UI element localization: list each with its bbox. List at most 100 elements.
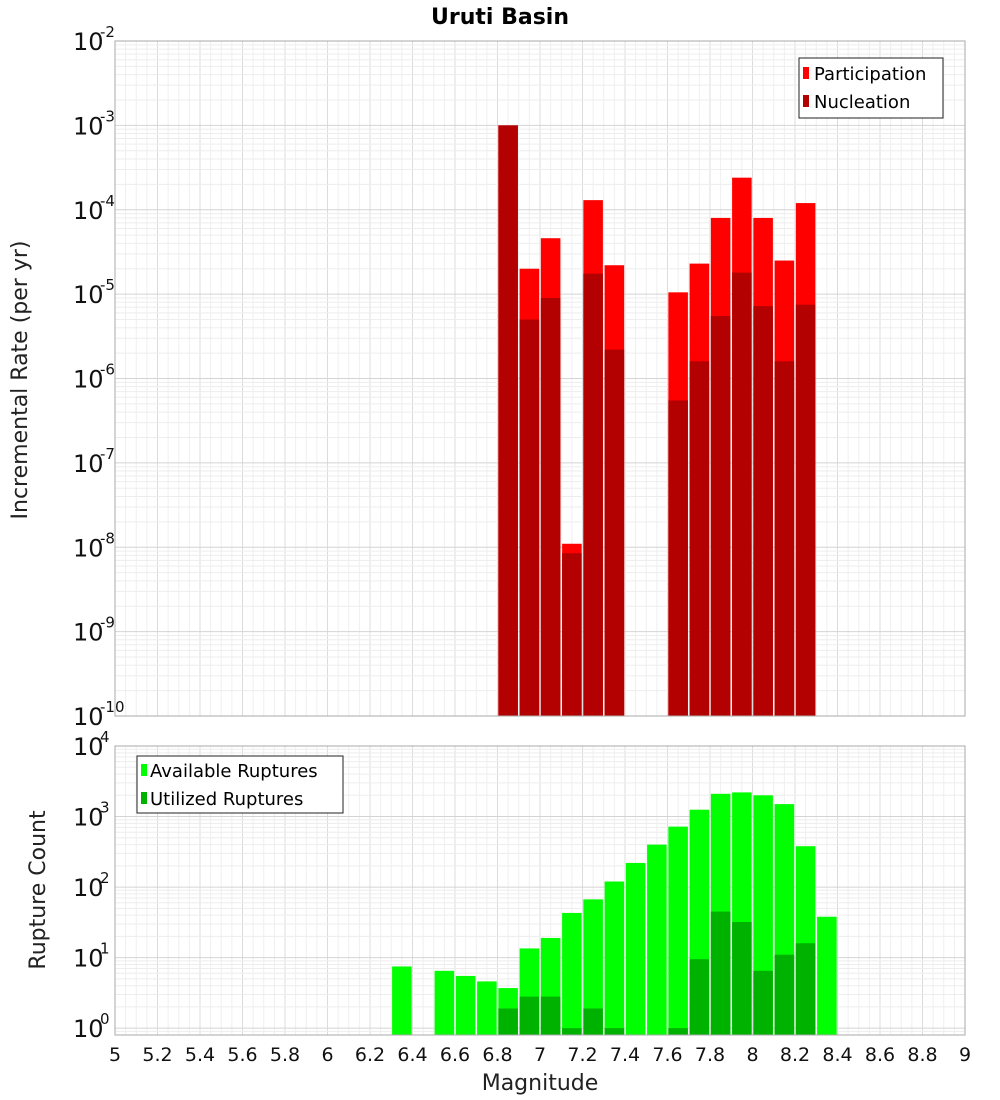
participation-swatch (803, 67, 809, 79)
available-ruptures-bar (604, 881, 625, 1035)
x-tick-label: 7 (534, 1044, 546, 1066)
utilized-ruptures-bar (710, 911, 731, 1035)
x-tick-label: 6.6 (440, 1044, 470, 1066)
x-tick-label: 5.4 (185, 1044, 215, 1066)
y-tick-label: 10 (73, 281, 104, 309)
top-legend-box (798, 57, 944, 119)
x-tick-label: 6.2 (355, 1044, 385, 1066)
y-tick-label: 10 (73, 197, 104, 225)
utilized-ruptures-bar (668, 1028, 688, 1035)
utilized-ruptures-bar (689, 959, 710, 1035)
x-tick-label: 6.8 (482, 1044, 512, 1066)
plot-frame (114, 745, 966, 1036)
utilized-ruptures-bar (562, 1028, 582, 1035)
nucleation-bar (604, 349, 625, 716)
available-ruptures-bar (434, 970, 455, 1035)
top-legend: Participation Nucleation (798, 57, 944, 119)
utilized-ruptures-bar (732, 921, 752, 1035)
y-tick-exponent: 0 (100, 1010, 110, 1028)
x-tick-label: 5.8 (270, 1044, 300, 1066)
x-axis-label: Magnitude (482, 1071, 599, 1096)
utilized-ruptures-swatch (141, 792, 147, 804)
y-tick-exponent: -5 (100, 276, 115, 294)
x-tick-label: 5.6 (227, 1044, 257, 1066)
utilized-ruptures-bar (795, 943, 816, 1035)
y-tick-label: 10 (73, 874, 104, 902)
utilized-ruptures-bar (519, 996, 540, 1035)
y-tick-label: 10 (73, 703, 104, 731)
y-tick-label: 10 (73, 534, 104, 562)
participation-legend-label: Participation (814, 64, 926, 85)
y-tick-exponent: 1 (100, 940, 110, 958)
nucleation-bar (710, 316, 731, 716)
x-tick-label: 7.4 (610, 1044, 640, 1066)
x-tick-label: 7.2 (567, 1044, 597, 1066)
available-ruptures-bar (455, 975, 476, 1035)
available-ruptures-bar (817, 916, 837, 1035)
y-tick-exponent: -8 (100, 529, 115, 547)
nucleation-legend-label: Nucleation (814, 92, 910, 113)
nucleation-bar (753, 306, 773, 716)
x-tick-label: 8.8 (907, 1044, 937, 1066)
x-tick-label: 7.6 (652, 1044, 682, 1066)
y-tick-label: 10 (73, 28, 104, 56)
available-ruptures-bar (477, 981, 497, 1035)
utilized-ruptures-bar (583, 1008, 603, 1035)
x-tick-label: 8.2 (780, 1044, 810, 1066)
x-tick-label: 9 (959, 1044, 971, 1066)
y-tick-exponent: 3 (100, 799, 110, 817)
nucleation-bar (540, 297, 561, 716)
y-tick-exponent: -9 (100, 614, 115, 632)
available-ruptures-legend-label: Available Ruptures (150, 761, 318, 782)
y-tick-exponent: 2 (100, 869, 110, 887)
utilized-ruptures-legend-label: Utilized Ruptures (150, 789, 303, 810)
available-ruptures-bar (583, 899, 603, 1035)
available-ruptures-swatch (141, 764, 147, 776)
nucleation-bar (774, 361, 795, 716)
nucleation-bar (689, 361, 710, 716)
y-tick-label: 10 (73, 366, 104, 394)
x-tick-label: 7.8 (695, 1044, 725, 1066)
y-tick-exponent: -2 (100, 23, 115, 41)
chart-title: Uruti Basin (431, 5, 569, 30)
x-tick-label: 6 (321, 1044, 333, 1066)
bottom-legend-box (136, 755, 344, 814)
y-tick-exponent: -3 (100, 107, 115, 125)
utilized-ruptures-bar (498, 1008, 518, 1035)
utilized-ruptures-bar (604, 1028, 625, 1035)
utilized-ruptures-bar (540, 996, 561, 1035)
nucleation-bar (583, 273, 603, 716)
nucleation-bar (562, 553, 582, 716)
y-tick-label: 10 (73, 619, 104, 647)
available-ruptures-bar (562, 912, 582, 1035)
nucleation-bar (668, 400, 688, 716)
y-tick-exponent: -7 (100, 445, 115, 463)
nucleation-bar (498, 125, 518, 716)
x-tick-label: 5 (109, 1044, 121, 1066)
nucleation-swatch (803, 95, 809, 107)
nucleation-bar (795, 304, 816, 716)
y-tick-label: 10 (73, 945, 104, 973)
y-tick-exponent: -10 (100, 698, 125, 716)
y-tick-label: 10 (73, 112, 104, 140)
x-tick-labels: 5 5.2 5.4 5.6 5.8 6 6.2 6.4 6.6 6.8 7 7.2 7.4 7.6 7.8 8… (109, 1044, 971, 1066)
y-tick-exponent: -6 (100, 361, 115, 379)
y-tick-exponent: 4 (100, 728, 110, 746)
y-tick-label: 10 (73, 1015, 104, 1043)
available-ruptures-bar (668, 826, 688, 1035)
y-tick-exponent: -4 (100, 192, 115, 210)
top-y-axis-label: Incremental Rate (per yr) (8, 241, 33, 520)
y-tick-label: 10 (73, 450, 104, 478)
gridlines (114, 41, 966, 717)
y-tick-label: 10 (73, 804, 104, 832)
utilized-ruptures-bar (774, 954, 795, 1035)
x-tick-label: 8.4 (822, 1044, 852, 1066)
bar-group (392, 792, 837, 1035)
utilized-ruptures-bar (753, 970, 773, 1035)
available-ruptures-bar (647, 844, 667, 1035)
bottom-legend: Available Ruptures Utilized Ruptures (136, 755, 344, 814)
bottom-y-axis-label: Rupture Count (26, 810, 51, 970)
y-tick-label: 10 (73, 733, 104, 761)
